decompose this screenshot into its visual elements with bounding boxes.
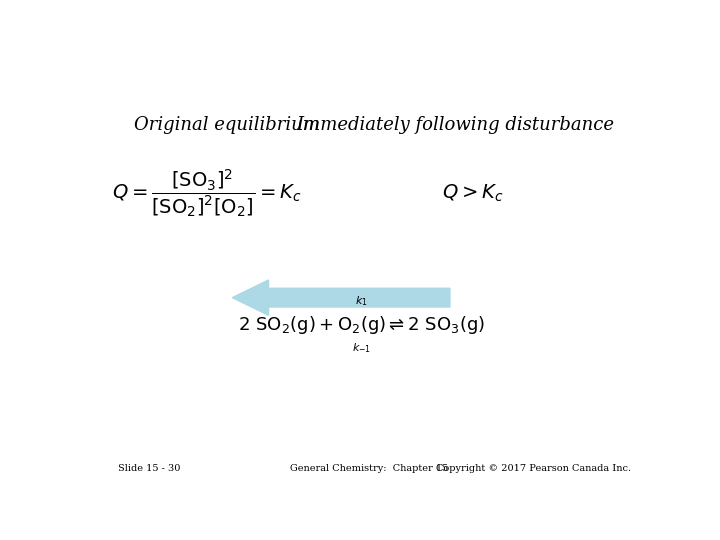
Text: $2\ \mathrm{SO_2(g)} + \mathrm{O_2(g)} \rightleftharpoons 2\ \mathrm{SO_3(g)}$: $2\ \mathrm{SO_2(g)} + \mathrm{O_2(g)} \…	[238, 314, 485, 336]
Text: Copyright © 2017 Pearson Canada Inc.: Copyright © 2017 Pearson Canada Inc.	[436, 464, 631, 472]
FancyArrow shape	[233, 280, 450, 315]
Text: $\mathit{Q} > \mathit{K_c}$: $\mathit{Q} > \mathit{K_c}$	[441, 183, 503, 204]
Text: General Chemistry:  Chapter 15: General Chemistry: Chapter 15	[290, 464, 448, 472]
Text: $\mathit{k_{-1}}$: $\mathit{k_{-1}}$	[352, 341, 372, 355]
Text: Immediately following disturbance: Immediately following disturbance	[297, 116, 614, 134]
Text: $\mathit{k_1}$: $\mathit{k_1}$	[356, 294, 368, 308]
Text: Slide 15 - 30: Slide 15 - 30	[118, 464, 180, 472]
Text: Original equilibrium: Original equilibrium	[134, 116, 320, 134]
Text: $\mathit{Q} = \dfrac{[\mathrm{SO_3}]^2}{[\mathrm{SO_2}]^2[\mathrm{O_2}]} = \math: $\mathit{Q} = \dfrac{[\mathrm{SO_3}]^2}{…	[112, 167, 302, 220]
